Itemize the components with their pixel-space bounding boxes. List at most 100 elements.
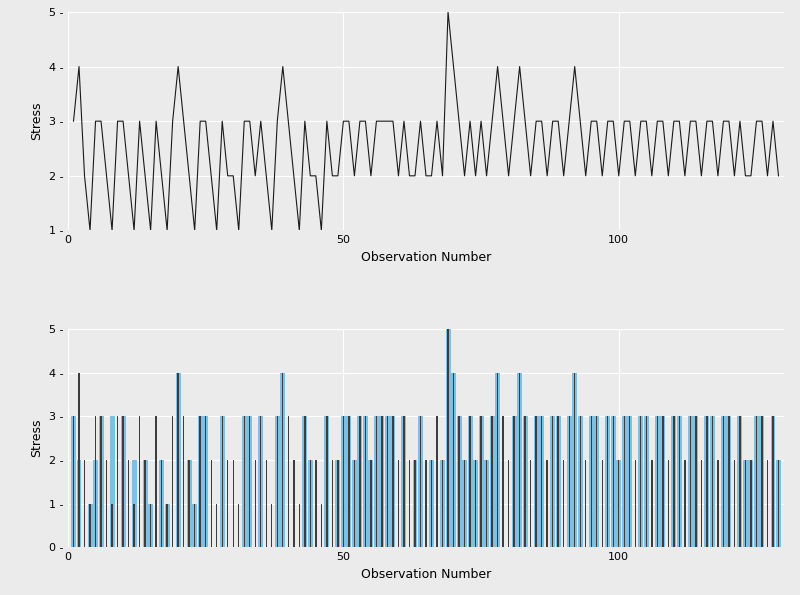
Bar — [602, 460, 603, 547]
Bar — [335, 460, 340, 547]
Bar — [132, 460, 137, 547]
Bar — [610, 416, 616, 547]
Bar — [402, 416, 406, 547]
Bar — [623, 416, 625, 547]
Bar — [436, 416, 438, 547]
Bar — [539, 416, 544, 547]
Bar — [662, 416, 663, 547]
Bar — [271, 504, 273, 547]
Bar — [409, 460, 410, 547]
Bar — [578, 416, 582, 547]
Bar — [216, 504, 218, 547]
Bar — [502, 416, 504, 547]
Bar — [376, 416, 377, 547]
Bar — [159, 460, 164, 547]
Bar — [535, 416, 537, 547]
Bar — [589, 416, 594, 547]
Bar — [440, 460, 445, 547]
Bar — [315, 460, 317, 547]
Bar — [260, 416, 262, 547]
Bar — [369, 460, 374, 547]
Bar — [277, 416, 278, 547]
Bar — [106, 460, 107, 547]
Bar — [660, 416, 666, 547]
Bar — [280, 372, 286, 547]
Bar — [694, 416, 698, 547]
Bar — [414, 460, 416, 547]
Bar — [210, 460, 212, 547]
Bar — [222, 416, 223, 547]
Bar — [117, 416, 118, 547]
Bar — [508, 460, 510, 547]
Bar — [199, 416, 201, 547]
Bar — [688, 416, 693, 547]
Bar — [446, 329, 450, 547]
Bar — [778, 460, 779, 547]
Bar — [186, 460, 192, 547]
Bar — [145, 460, 146, 547]
Bar — [739, 416, 741, 547]
Bar — [87, 504, 93, 547]
Bar — [512, 416, 517, 547]
Bar — [172, 416, 174, 547]
Bar — [352, 460, 357, 547]
Bar — [646, 416, 647, 547]
X-axis label: Observation Number: Observation Number — [361, 251, 491, 264]
Bar — [302, 416, 307, 547]
Bar — [541, 416, 542, 547]
Bar — [563, 460, 564, 547]
Bar — [110, 416, 114, 547]
Bar — [128, 460, 130, 547]
Bar — [750, 460, 752, 547]
Bar — [293, 460, 294, 547]
Bar — [310, 460, 311, 547]
Bar — [738, 416, 742, 547]
Bar — [517, 372, 522, 547]
Bar — [712, 416, 713, 547]
Bar — [690, 416, 691, 547]
Bar — [227, 460, 229, 547]
Bar — [668, 460, 669, 547]
Bar — [530, 460, 531, 547]
Bar — [337, 460, 338, 547]
Bar — [189, 460, 190, 547]
Bar — [98, 416, 103, 547]
Bar — [766, 460, 768, 547]
Bar — [243, 416, 245, 547]
Bar — [78, 372, 80, 547]
Bar — [497, 372, 498, 547]
Bar — [721, 416, 726, 547]
Bar — [178, 372, 179, 547]
Bar — [734, 460, 735, 547]
Bar — [759, 416, 765, 547]
Bar — [346, 416, 351, 547]
Bar — [249, 416, 250, 547]
Bar — [495, 372, 500, 547]
Bar — [722, 416, 724, 547]
Bar — [386, 416, 388, 547]
Bar — [728, 416, 730, 547]
Bar — [304, 416, 306, 547]
Bar — [585, 460, 586, 547]
Bar — [579, 416, 581, 547]
Bar — [522, 416, 528, 547]
Bar — [288, 416, 289, 547]
Bar — [203, 416, 208, 547]
Bar — [447, 329, 449, 547]
Bar — [566, 416, 572, 547]
Bar — [93, 460, 98, 547]
Bar — [484, 460, 489, 547]
Bar — [139, 416, 140, 547]
Bar — [770, 416, 775, 547]
Bar — [596, 416, 598, 547]
Bar — [475, 460, 476, 547]
Bar — [192, 504, 197, 547]
Bar — [525, 416, 526, 547]
Bar — [220, 416, 225, 547]
Bar — [743, 460, 748, 547]
Bar — [359, 416, 361, 547]
Bar — [148, 504, 153, 547]
Bar — [534, 416, 538, 547]
Bar — [677, 416, 682, 547]
Bar — [431, 460, 432, 547]
